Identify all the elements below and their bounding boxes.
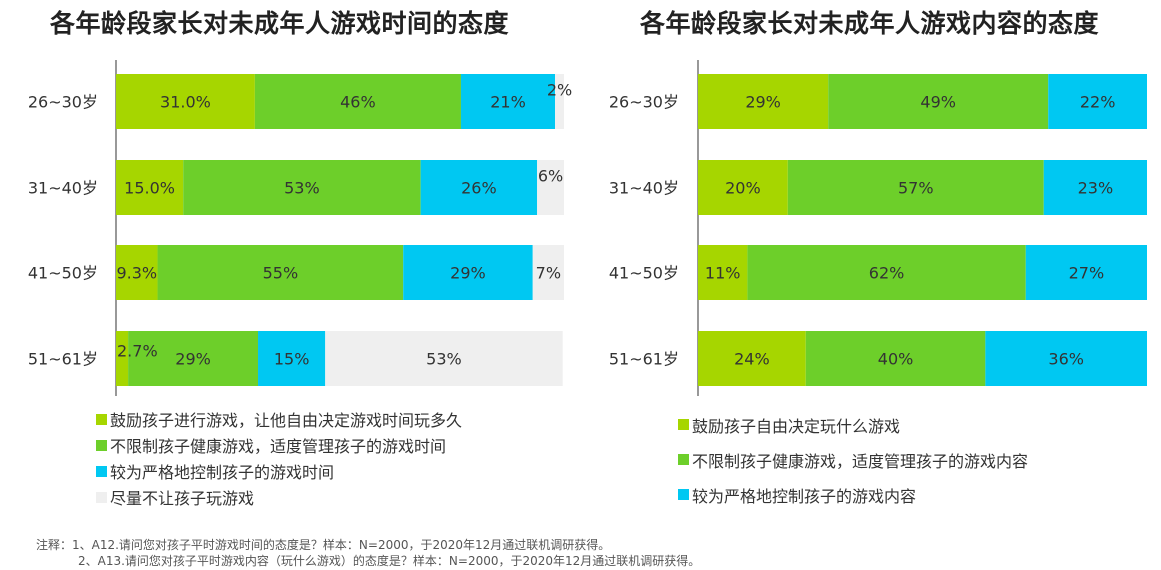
chart-title-content: 各年龄段家长对未成年人游戏内容的态度 xyxy=(640,9,1100,38)
legend-swatch-unlimited xyxy=(678,454,689,465)
legend-label: 较为严格地控制孩子的游戏内容 xyxy=(692,486,917,506)
bar-segment xyxy=(985,331,1147,386)
data-label: 36% xyxy=(1048,350,1084,369)
legend-label: 较为严格地控制孩子的游戏时间 xyxy=(110,463,335,482)
bar-segment xyxy=(460,74,556,129)
category-tick-label: 31~40岁 xyxy=(28,179,98,198)
bar-segment xyxy=(828,74,1049,129)
bar-segment xyxy=(157,245,404,300)
legend-item: 不限制孩子健康游戏，适度管理孩子的游戏内容 xyxy=(678,442,1028,477)
data-label: 24% xyxy=(734,350,770,369)
data-label: 62% xyxy=(869,264,905,283)
category-tick-label: 51~61岁 xyxy=(28,350,98,369)
data-label: 29% xyxy=(450,264,486,283)
legend-swatch-strict xyxy=(96,465,107,477)
footnote-line-2: 2、A13.请问您对孩子平时游戏内容（玩什么游戏）的态度是？样本：N=2000，… xyxy=(78,554,701,568)
data-label: 40% xyxy=(878,350,914,369)
bar-segment xyxy=(403,245,533,300)
data-label: 26% xyxy=(461,179,497,198)
data-label: 49% xyxy=(920,93,956,112)
bar-segment xyxy=(128,331,259,386)
bar-segment xyxy=(258,331,326,386)
bar-segment xyxy=(116,160,184,215)
legend-label: 不限制孩子健康游戏，适度管理孩子的游戏时间 xyxy=(110,437,447,456)
data-label: 2.7% xyxy=(117,342,158,361)
data-label: 21% xyxy=(490,93,526,112)
data-label: 55% xyxy=(263,264,299,283)
bar-segment xyxy=(747,245,1026,300)
data-label: 7% xyxy=(536,264,561,283)
category-tick-label: 41~50岁 xyxy=(609,264,679,283)
data-label: 22% xyxy=(1080,93,1116,112)
legend-item: 较为严格地控制孩子的游戏内容 xyxy=(678,477,1028,512)
legend-swatch-unlimited xyxy=(96,439,107,451)
bar-segment xyxy=(698,245,748,300)
bar-segment xyxy=(787,160,1044,215)
bar-segment xyxy=(254,74,461,129)
legend-swatch-encourage xyxy=(96,413,107,425)
data-label: 29% xyxy=(175,350,211,369)
legend-item: 较为严格地控制孩子的游戏时间 xyxy=(96,458,462,484)
legend-swatch-encourage xyxy=(678,419,689,430)
data-label: 11% xyxy=(705,264,741,283)
category-tick-label: 51~61岁 xyxy=(609,350,679,369)
data-label: 15% xyxy=(274,350,310,369)
data-label: 46% xyxy=(340,93,376,112)
category-tick-label: 26~30岁 xyxy=(609,93,679,112)
data-label: 20% xyxy=(725,179,761,198)
data-label: 6% xyxy=(538,167,563,186)
bar-segment xyxy=(1025,245,1147,300)
legend-swatch-strict xyxy=(678,489,689,500)
data-label: 27% xyxy=(1069,264,1105,283)
bar-segment xyxy=(116,331,129,386)
bar-segment xyxy=(420,160,538,215)
legend-item: 不限制孩子健康游戏，适度管理孩子的游戏时间 xyxy=(96,432,462,458)
data-label: 31.0% xyxy=(160,93,211,112)
legend-label: 鼓励孩子自由决定玩什么游戏 xyxy=(692,416,901,436)
bar-segment xyxy=(698,331,806,386)
bar-segment xyxy=(116,74,255,129)
footnote-line-1: 注释：1、A12.请问您对孩子平时游戏时间的态度是？样本：N=2000，于202… xyxy=(36,538,611,552)
legend-label: 尽量不让孩子玩游戏 xyxy=(110,489,255,508)
bar-segment xyxy=(1048,74,1147,129)
data-label: 29% xyxy=(745,93,781,112)
bar-segment xyxy=(183,160,421,215)
bar-segment xyxy=(537,160,564,215)
bar-segment xyxy=(325,331,563,386)
bar-segment xyxy=(532,245,564,300)
bar-segment xyxy=(698,160,788,215)
category-tick-label: 41~50岁 xyxy=(28,264,98,283)
legend-item: 尽量不让孩子玩游戏 xyxy=(96,484,462,510)
data-label: 23% xyxy=(1078,179,1114,198)
data-label: 53% xyxy=(426,350,462,369)
charts-canvas: 26~30岁 31.0% 46% 21% 2% 31~40岁 15.0% 53% 26% 6% 41… xyxy=(28,60,1147,396)
bar-segment xyxy=(555,74,564,129)
chart-title-time: 各年龄段家长对未成年人游戏时间的态度 xyxy=(50,9,510,38)
legend-swatch-forbid xyxy=(96,491,107,503)
bar-segment xyxy=(1043,160,1147,215)
category-tick-label: 26~30岁 xyxy=(28,93,98,112)
legend-item: 鼓励孩子自由决定玩什么游戏 xyxy=(678,407,1028,442)
legend-content: 鼓励孩子自由决定玩什么游戏 不限制孩子健康游戏，适度管理孩子的游戏内容 较为严格… xyxy=(678,407,1028,512)
legend-item: 鼓励孩子进行游戏，让他自由决定游戏时间玩多久 xyxy=(96,406,462,432)
data-label: 15.0% xyxy=(124,179,175,198)
data-label: 57% xyxy=(898,179,934,198)
data-label: 2% xyxy=(547,81,572,100)
legend-label: 不限制孩子健康游戏，适度管理孩子的游戏内容 xyxy=(692,451,1029,471)
bar-segment xyxy=(805,331,986,386)
legend-label: 鼓励孩子进行游戏，让他自由决定游戏时间玩多久 xyxy=(110,411,463,430)
category-tick-label: 31~40岁 xyxy=(609,179,679,198)
data-label: 53% xyxy=(284,179,320,198)
bar-segment xyxy=(116,245,158,300)
data-label: 9.3% xyxy=(116,264,157,283)
legend-time: 鼓励孩子进行游戏，让他自由决定游戏时间玩多久 不限制孩子健康游戏，适度管理孩子的… xyxy=(96,406,462,510)
bar-segment xyxy=(698,74,829,129)
